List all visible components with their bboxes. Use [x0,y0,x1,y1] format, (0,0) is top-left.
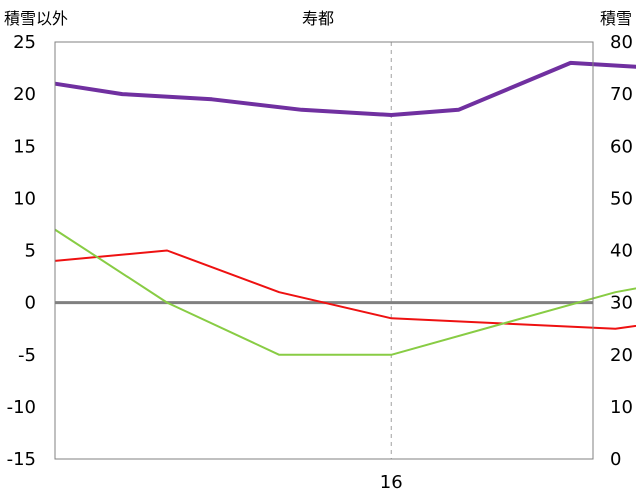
left-tick-label-5: 10 [13,188,36,209]
left-axis-ticks: -15 -10 -5 0 5 10 15 20 25 [7,32,36,470]
left-tick-label-6: 15 [13,136,36,157]
x-axis-ticks: 16192225283691215 [380,472,403,493]
left-tick-label-0: -15 [7,449,36,470]
right-tick-label-0: 0 [610,449,621,470]
left-tick-label-7: 20 [13,84,36,105]
right-tick-label-8: 80 [610,32,633,53]
right-tick-label-5: 50 [610,188,633,209]
temperature-line [54,249,636,330]
series-lines [54,60,636,356]
right-axis-ticks: 0 10 20 30 40 50 60 70 80 [610,32,633,470]
left-tick-label-2: -5 [18,345,36,366]
right-tick-label-1: 10 [610,397,633,418]
left-tick-label-4: 5 [25,241,36,262]
grid [390,42,392,459]
right-tick-label-4: 40 [610,241,633,262]
chart-title: 寿都 [302,9,334,28]
x-tick-label-0: 16 [380,472,403,493]
right-tick-label-7: 70 [610,84,633,105]
left-tick-label-8: 25 [13,32,36,53]
left-tick-label-3: 0 [25,293,36,314]
left-tick-label-1: -10 [7,397,36,418]
dewpoint-line [54,228,636,356]
right-tick-label-2: 20 [610,345,633,366]
right-axis-label: 積雪 [600,9,632,28]
plot-frame [54,41,594,460]
plot-border [54,41,594,460]
right-tick-label-3: 30 [610,293,633,314]
right-tick-label-6: 60 [610,136,633,157]
left-axis-label: 積雪以外 [4,9,68,28]
